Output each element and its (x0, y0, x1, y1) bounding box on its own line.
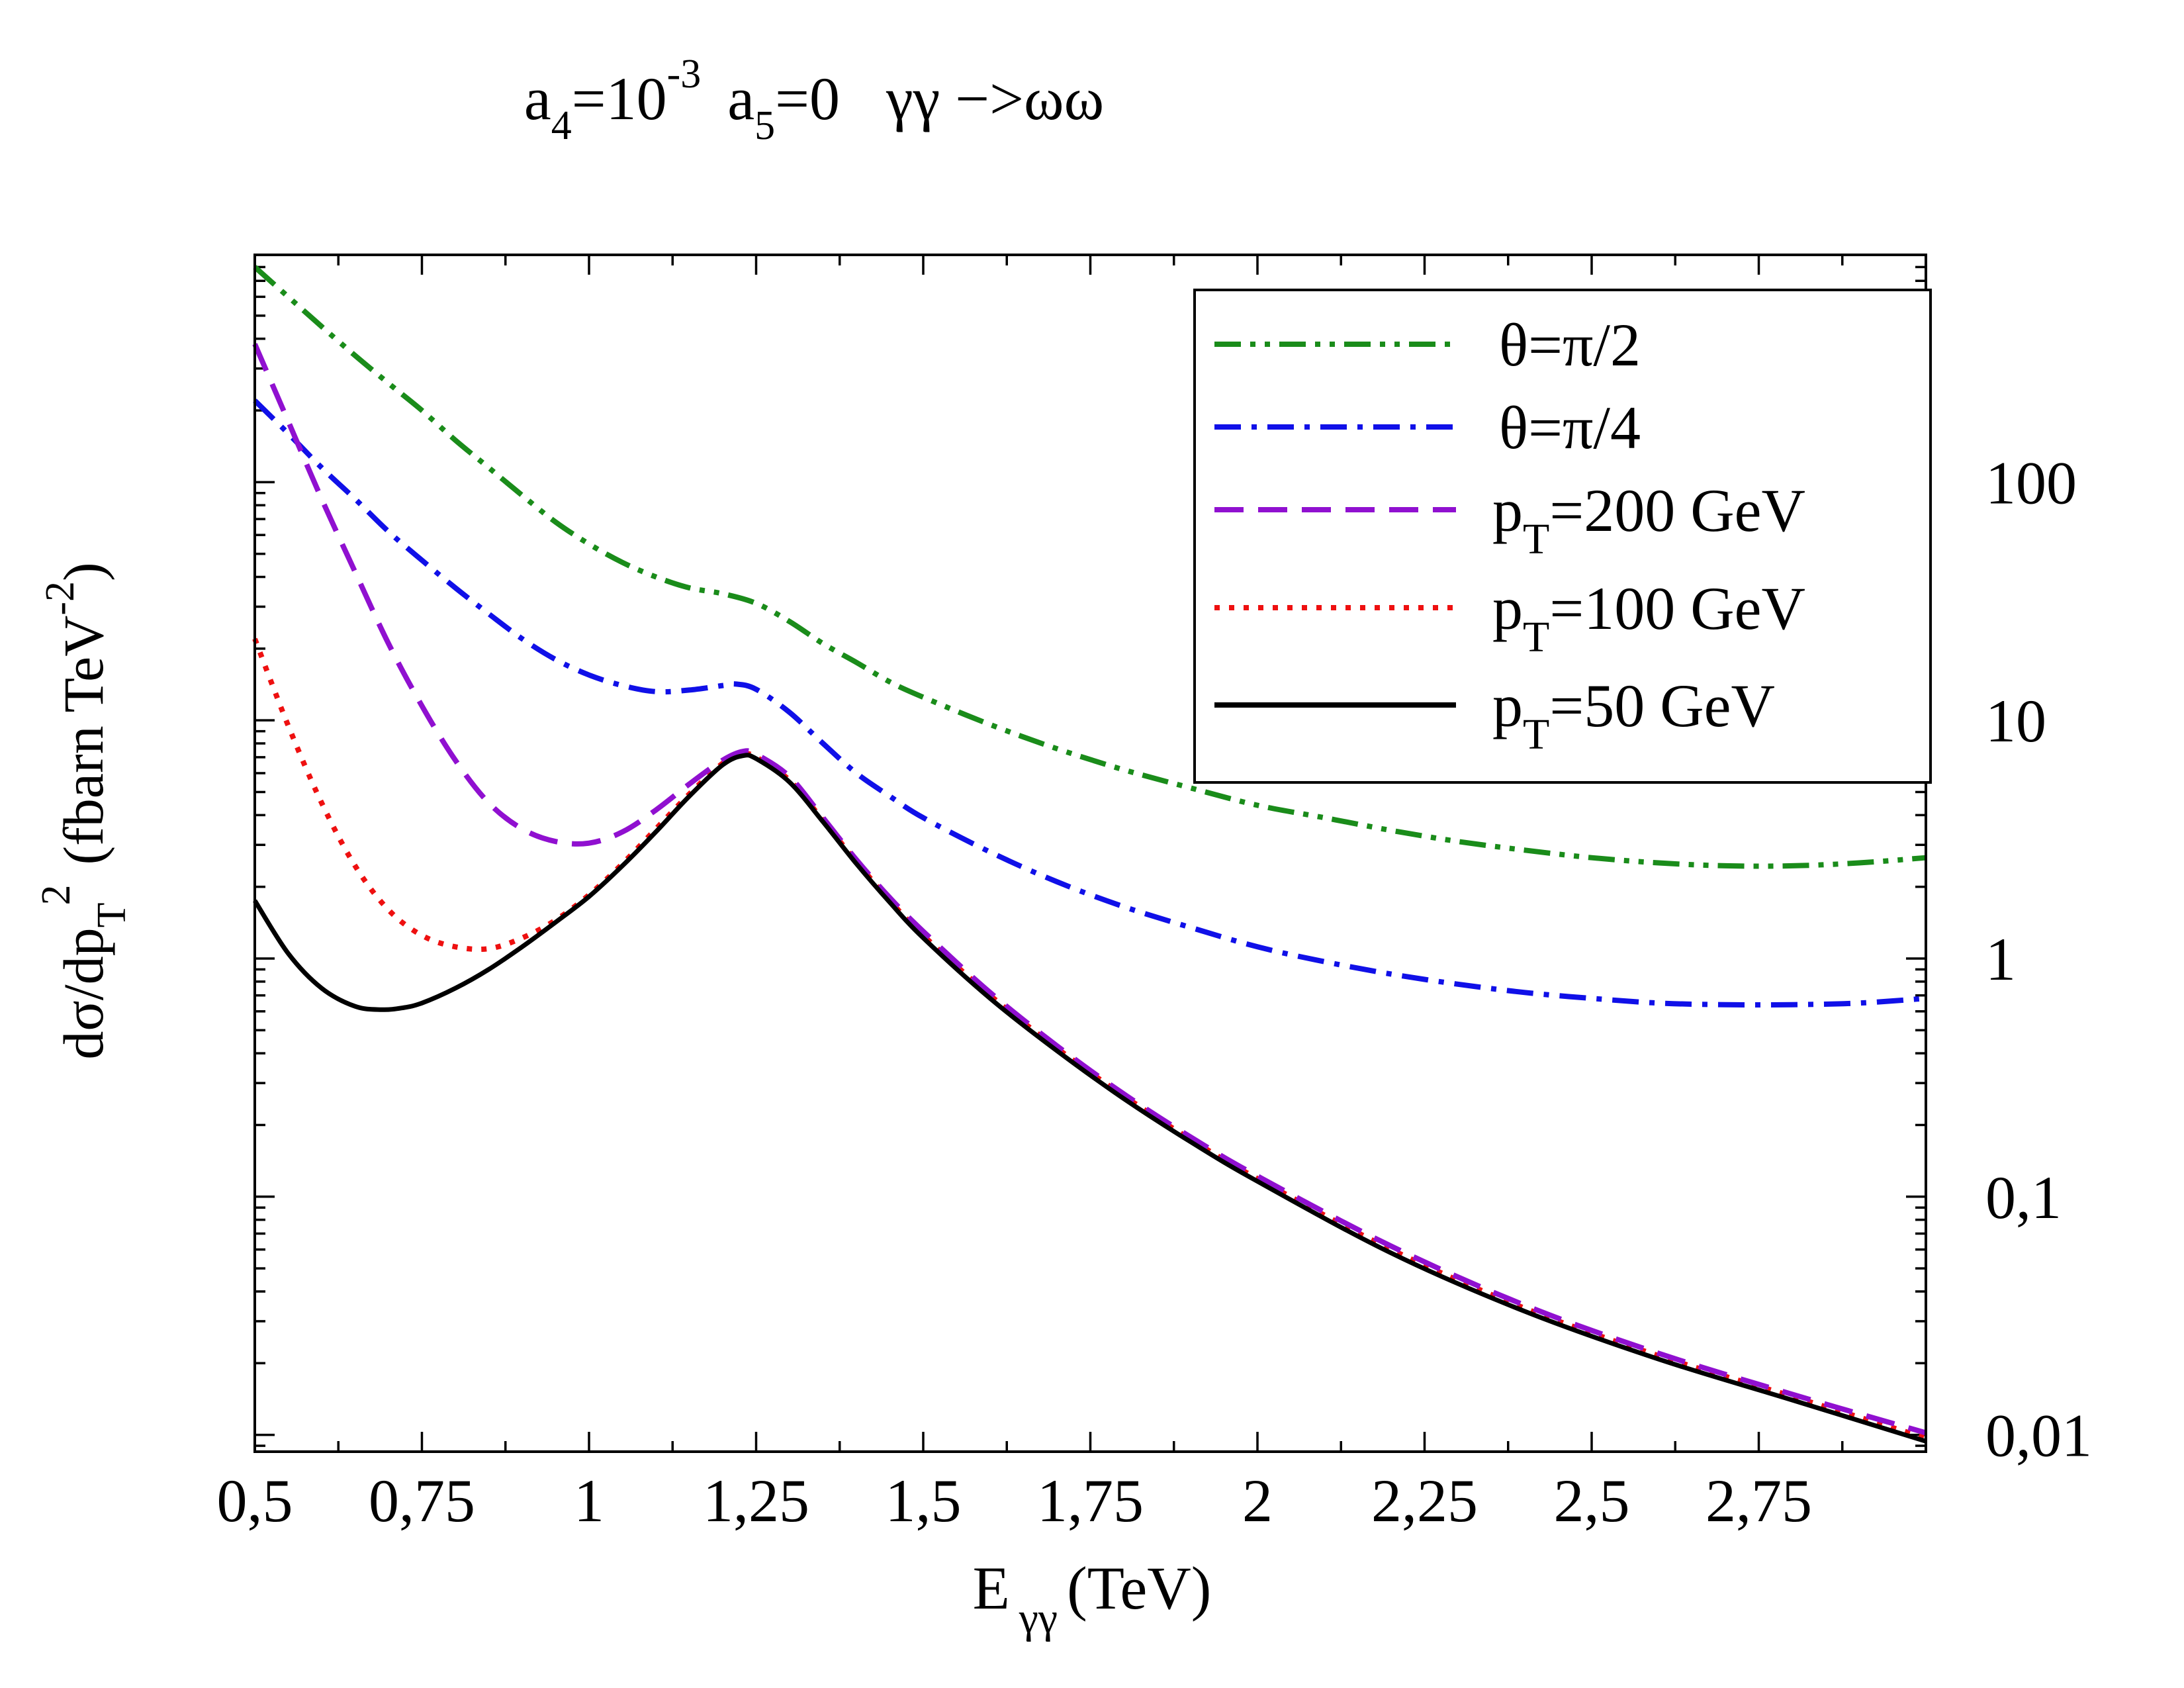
x-tick-label: 0,5 (217, 1467, 293, 1534)
y-tick-label: 1 (1985, 925, 2016, 993)
x-tick-label: 2,75 (1706, 1467, 1812, 1534)
series-line-0 (253, 265, 1927, 869)
series-line-2 (252, 343, 1927, 1436)
y-tick-label: 100 (1985, 449, 2077, 516)
y-tick-label: 0,01 (1985, 1402, 2092, 1470)
legend-label-0: θ=π/2 (1499, 311, 1641, 379)
legend: θ=π/2 θ=π/4 pT=200 GeV pT=100 GeV pT=50 GeV (1193, 289, 1932, 784)
plot-frame (253, 254, 1927, 1453)
x-tick-label: 1 (574, 1467, 604, 1534)
x-tick-label: 1,75 (1037, 1467, 1144, 1534)
x-tick-label: 2 (1242, 1467, 1273, 1534)
x-tick-label: 1,25 (703, 1467, 809, 1534)
y-tick-label: 10 (1985, 687, 2046, 755)
legend-label-1: θ=π/4 (1499, 394, 1641, 461)
legend-label-4: pT=50 GeV (1492, 672, 1775, 759)
tick-labels-layer: 0,5 0,75 1 1,25 1,5 1,75 2 2,25 2,5 2,75 0,01 0,1 1 1… (217, 449, 2093, 1534)
series-layer (252, 265, 1927, 1444)
y-tick-label: 0,1 (1985, 1164, 2062, 1231)
y-axis-label: dσ/dpT2(fbarn TeV-2) (34, 562, 134, 1059)
series-line-4 (253, 753, 1927, 1444)
legend-box (1193, 289, 1932, 784)
x-tick-label: 1,5 (886, 1467, 962, 1534)
x-tick-label: 0,75 (369, 1467, 475, 1534)
x-tick-label: 2,5 (1554, 1467, 1630, 1534)
series-line-1 (253, 399, 1927, 1008)
legend-label-3: pT=100 GeV (1492, 575, 1805, 661)
legend-label-2: pT=200 GeV (1492, 477, 1805, 563)
x-tick-label: 2,25 (1371, 1467, 1478, 1534)
chart-title: a4=10-3 a5=0 γγ −>ωω (524, 52, 1104, 148)
